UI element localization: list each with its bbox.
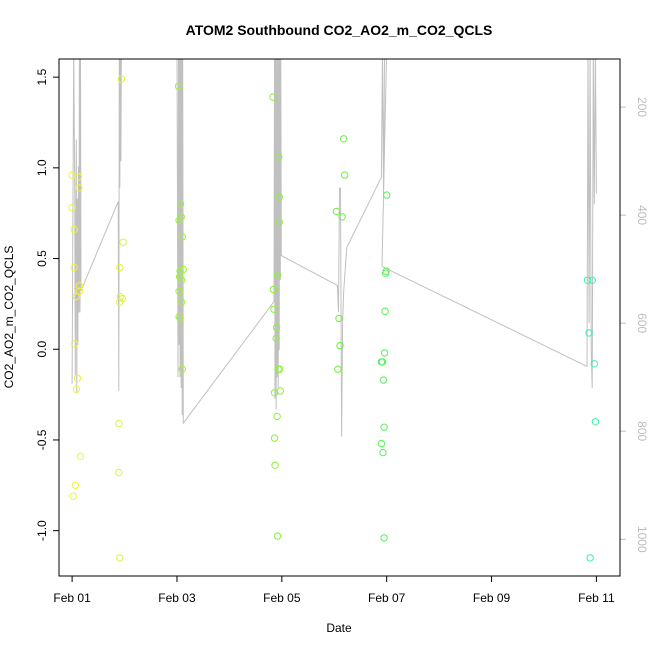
data-point bbox=[116, 292, 125, 301]
x-tick-label: Feb 03 bbox=[158, 591, 196, 605]
data-point bbox=[70, 263, 78, 272]
points-layer bbox=[68, 75, 600, 562]
y-tick-label: -1.0 bbox=[35, 520, 49, 541]
data-point bbox=[588, 276, 596, 284]
y2-tick-label: 600 bbox=[635, 313, 649, 333]
plot-frame bbox=[58, 58, 621, 577]
data-point bbox=[175, 273, 184, 281]
data-point bbox=[178, 298, 186, 306]
data-point bbox=[335, 314, 343, 323]
data-point bbox=[71, 340, 79, 348]
data-point bbox=[72, 385, 81, 393]
data-point bbox=[71, 481, 80, 489]
data-point bbox=[586, 554, 594, 562]
data-point bbox=[273, 271, 282, 279]
data-point bbox=[272, 334, 280, 343]
data-point bbox=[178, 276, 186, 284]
data-point bbox=[377, 439, 386, 448]
y-tick-label: 0.0 bbox=[35, 341, 49, 358]
data-point bbox=[273, 532, 282, 540]
data-point bbox=[380, 534, 388, 542]
data-point bbox=[273, 412, 281, 421]
data-point bbox=[176, 200, 185, 208]
y2-tick-label: 1000 bbox=[635, 526, 649, 553]
data-point bbox=[379, 448, 387, 457]
data-point bbox=[74, 173, 83, 181]
data-point bbox=[116, 263, 124, 272]
data-point bbox=[68, 204, 76, 212]
data-point bbox=[332, 207, 341, 216]
data-point bbox=[116, 554, 124, 562]
data-point bbox=[380, 423, 388, 431]
data-point bbox=[115, 468, 123, 477]
data-point bbox=[583, 276, 592, 284]
data-point bbox=[378, 358, 387, 366]
x-tick-label: Feb 09 bbox=[473, 591, 511, 605]
data-point bbox=[174, 82, 183, 90]
data-point bbox=[176, 314, 184, 323]
data-point bbox=[270, 305, 278, 313]
y-tick-label: 1.0 bbox=[35, 159, 49, 176]
data-point bbox=[76, 452, 85, 460]
data-point bbox=[275, 193, 283, 201]
data-point bbox=[269, 285, 278, 294]
data-point bbox=[175, 287, 183, 295]
data-point bbox=[73, 374, 82, 382]
data-point bbox=[591, 418, 600, 426]
data-point bbox=[383, 191, 391, 199]
data-point bbox=[177, 213, 185, 221]
y2-tick-label: 800 bbox=[635, 421, 649, 441]
data-point bbox=[270, 434, 279, 442]
x-tick-label: Feb 05 bbox=[263, 591, 301, 605]
data-point bbox=[276, 365, 284, 373]
data-point bbox=[585, 329, 593, 337]
data-point bbox=[72, 292, 81, 301]
data-point bbox=[338, 213, 346, 221]
data-point bbox=[381, 307, 389, 315]
data-point bbox=[179, 265, 188, 274]
series-line-layer bbox=[71, 59, 597, 437]
data-point bbox=[336, 341, 344, 350]
data-point bbox=[70, 225, 78, 234]
data-point bbox=[118, 294, 127, 303]
data-point bbox=[115, 419, 123, 428]
data-point bbox=[69, 492, 77, 500]
data-point bbox=[334, 365, 342, 373]
data-point bbox=[275, 218, 283, 227]
data-point bbox=[271, 461, 279, 469]
data-point bbox=[272, 323, 281, 332]
chart-title: ATOM2 Southbound CO2_AO2_m_CO2_QCLS bbox=[186, 22, 493, 38]
y2-tick-label: 200 bbox=[635, 97, 649, 117]
data-point bbox=[75, 287, 84, 295]
y2-tick-label: 400 bbox=[635, 205, 649, 225]
data-point bbox=[117, 75, 126, 83]
data-point bbox=[380, 349, 389, 357]
x-tick-label: Feb 01 bbox=[53, 591, 91, 605]
data-point bbox=[340, 135, 348, 143]
data-point bbox=[178, 233, 186, 241]
data-point bbox=[75, 282, 84, 290]
data-point bbox=[119, 238, 127, 246]
data-point bbox=[590, 360, 598, 368]
y-tick-label: 1.5 bbox=[35, 68, 49, 85]
data-point bbox=[178, 365, 186, 373]
data-point bbox=[269, 93, 277, 101]
data-point bbox=[175, 216, 183, 225]
data-point bbox=[175, 312, 183, 321]
series-line bbox=[71, 59, 597, 437]
data-point bbox=[382, 267, 390, 275]
data-point bbox=[75, 184, 83, 192]
data-point bbox=[379, 376, 388, 384]
x-axis-label: Date bbox=[326, 621, 352, 635]
y-tick-label: 0.5 bbox=[35, 250, 49, 267]
data-point bbox=[341, 171, 349, 179]
x-tick-label: Feb 07 bbox=[368, 591, 406, 605]
data-point bbox=[275, 153, 283, 161]
y-axis-label: CO2_AO2_m_CO2_QCLS bbox=[2, 246, 16, 389]
y-tick-label: -0.5 bbox=[35, 429, 49, 450]
data-point bbox=[276, 387, 284, 395]
x-tick-label: Feb 11 bbox=[578, 591, 615, 605]
